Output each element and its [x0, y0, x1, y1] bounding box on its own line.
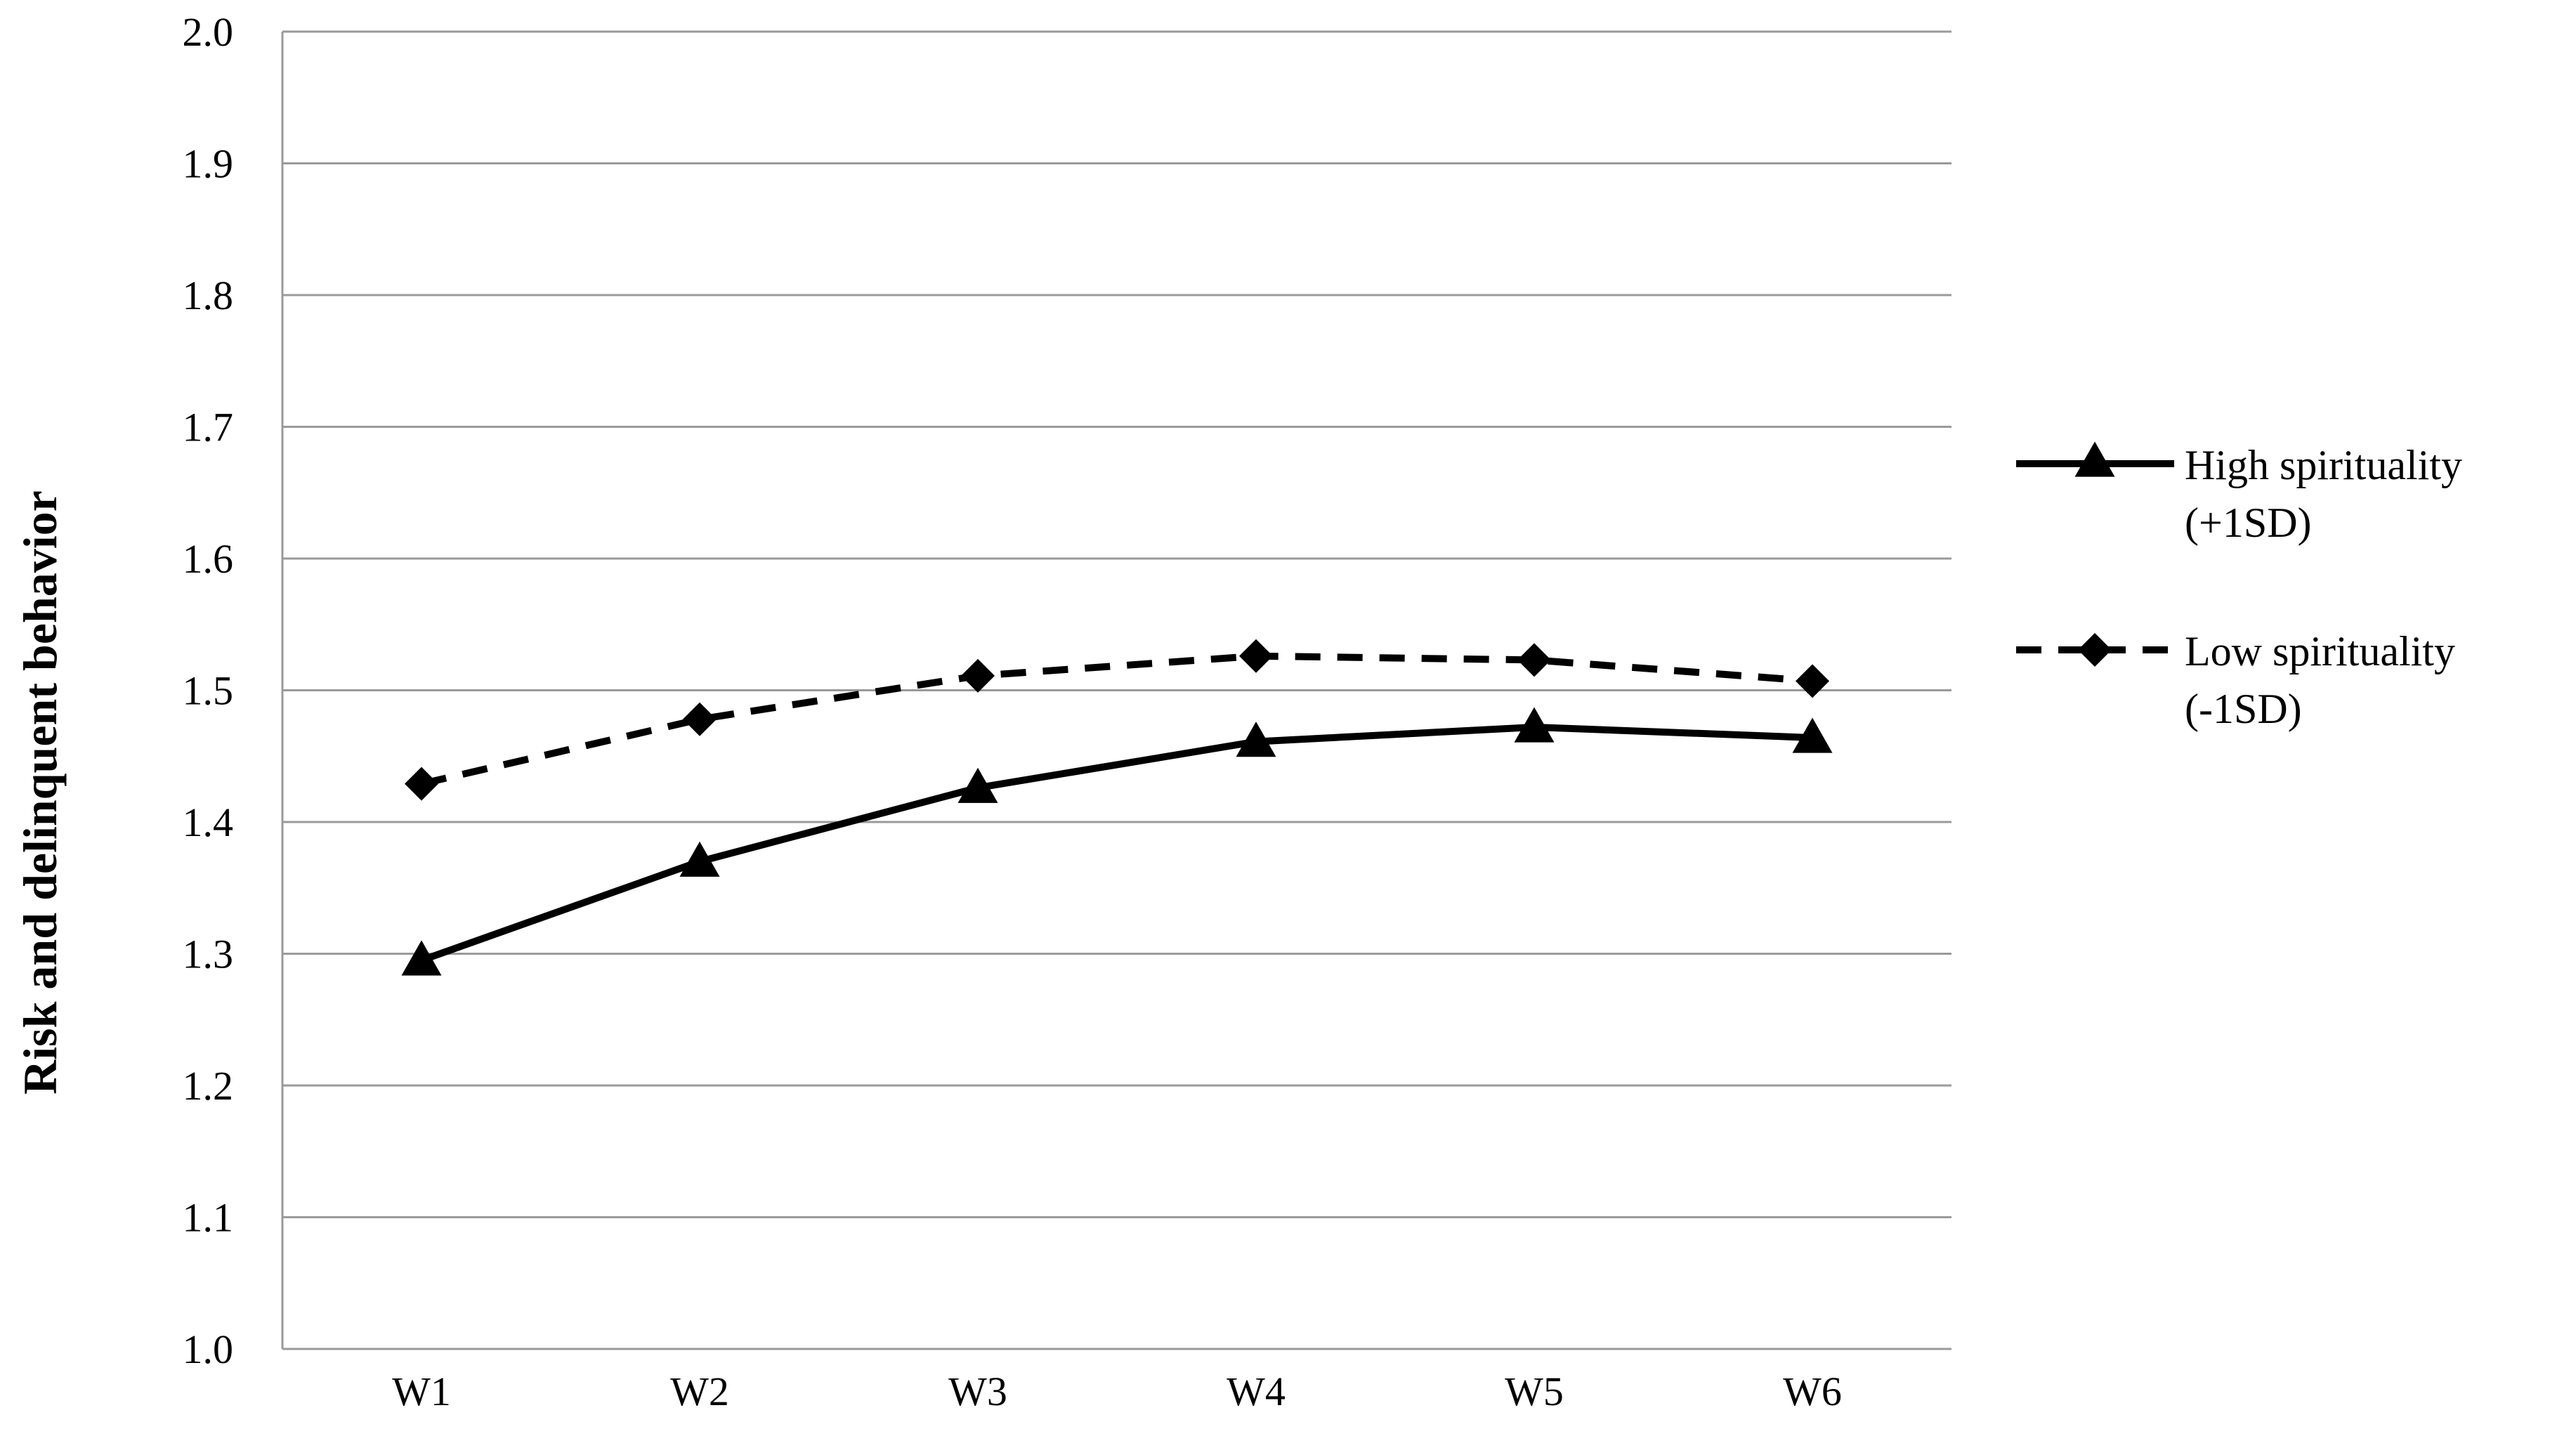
x-tick-label: W5 [1505, 1369, 1564, 1414]
data-point-triangle [1792, 717, 1833, 753]
data-point-diamond [1796, 664, 1829, 698]
y-tick-labels: 1.0 1.1 1.2 1.3 1.4 1.5 1.6 1.7 1.8 1.9 2.0 [183, 9, 234, 1372]
series [401, 639, 1833, 976]
y-tick-label: 1.0 [183, 1326, 234, 1372]
legend-marker-triangle [2074, 441, 2115, 477]
y-tick-label: 1.1 [183, 1195, 234, 1241]
legend-label: (-1SD) [2185, 686, 2302, 732]
x-tick-label: W2 [670, 1369, 729, 1414]
data-point-diamond [961, 658, 995, 693]
y-tick-label: 1.7 [183, 405, 234, 450]
series-line [420, 724, 1813, 964]
data-point-triangle [679, 841, 720, 877]
y-tick-label: 1.2 [183, 1063, 234, 1109]
data-point-triangle [1514, 707, 1555, 743]
data-point-diamond [1517, 643, 1551, 677]
data-point-diamond [683, 702, 717, 736]
legend: High spirituality (+1SD) Low spirituality (… [2016, 441, 2462, 732]
y-tick-label: 1.4 [183, 800, 234, 845]
data-point-triangle [957, 767, 998, 803]
x-tick-label: W1 [392, 1369, 451, 1414]
data-point-diamond [1239, 639, 1273, 673]
y-tick-label: 1.9 [183, 141, 234, 187]
data-point-triangle [401, 940, 442, 976]
y-axis-title: Risk and delinquent behavior [13, 490, 67, 1095]
x-tick-label: W3 [948, 1369, 1007, 1414]
legend-marker-diamond [2078, 633, 2112, 667]
y-tick-label: 1.5 [183, 668, 234, 714]
legend-label: Low spirituality [2185, 628, 2455, 674]
legend-label: High spirituality [2185, 442, 2462, 488]
data-point-triangle [1236, 722, 1276, 757]
y-tick-label: 1.6 [183, 536, 234, 582]
axes [281, 32, 1951, 1350]
gridlines [282, 30, 1951, 1218]
y-tick-label: 1.8 [183, 273, 234, 318]
legend-label: (+1SD) [2185, 500, 2312, 546]
x-tick-label: W4 [1227, 1369, 1286, 1414]
x-tick-labels: W1 W2 W3 W4 W5 W6 [392, 1369, 1842, 1414]
y-tick-label: 2.0 [183, 9, 234, 55]
y-tick-label: 1.3 [183, 932, 234, 977]
data-point-diamond [405, 767, 438, 801]
x-tick-label: W6 [1783, 1369, 1842, 1414]
